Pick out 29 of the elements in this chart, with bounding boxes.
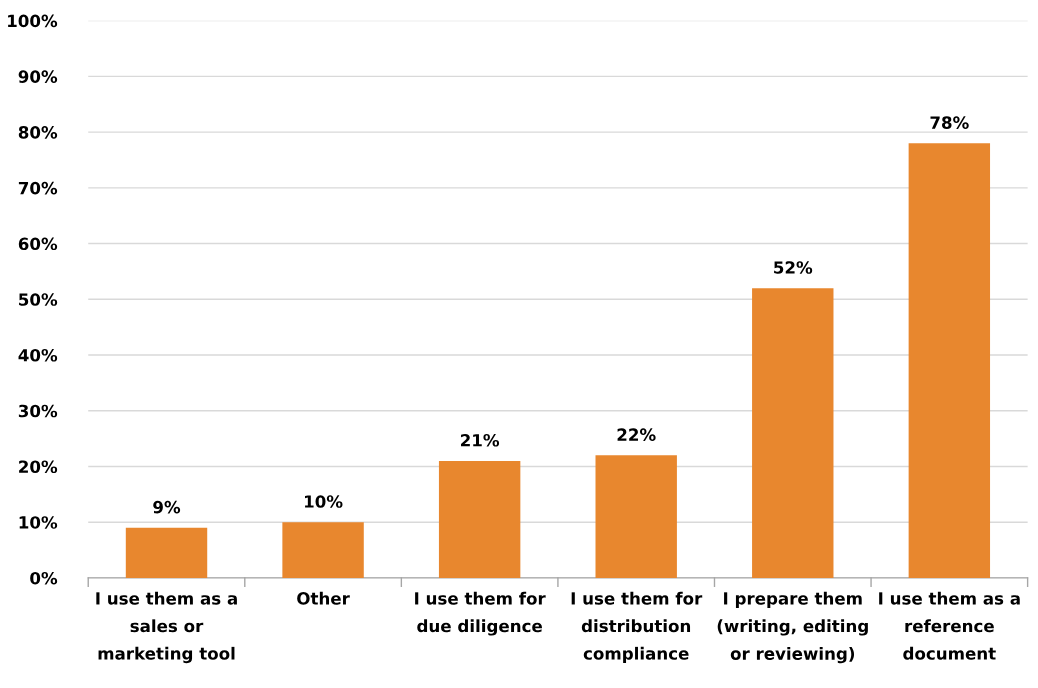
data-label: 52% [774,261,813,274]
y-tick-label: 30% [18,404,58,418]
bar [752,288,834,578]
y-tick-label: 40% [18,348,58,362]
bar [125,527,208,578]
y-tick-label: 0% [30,571,58,585]
x-tick-label: I use them for due diligence [415,591,546,636]
y-tick-label: 70% [18,181,58,195]
bar [908,143,991,578]
y-tick-label: 50% [19,293,58,306]
bar [438,460,521,578]
y-tick-label: 80% [18,126,58,139]
bar [595,455,677,578]
x-tick-label: Other [297,591,350,605]
data-label: 9% [153,500,181,514]
x-tick-label: I prepare them (writing, editing or reviewing) [717,591,868,664]
y-tick-label: 10% [19,516,58,529]
y-tick-label: 60% [18,237,58,251]
data-label: 21% [461,433,500,447]
y-tick-label: 20% [19,460,58,474]
y-tick-label: 90% [18,70,58,83]
x-tick-label: I use them for distribution compliance [571,591,703,663]
x-tick-label: I use them as a sales or marketing tool [96,591,237,664]
data-label: 78% [930,116,969,129]
y-tick-label: 100% [8,14,58,28]
data-label: 22% [617,428,656,441]
data-label: 10% [305,495,343,508]
x-tick-label: I use them as a reference document [879,591,1020,660]
bar [282,522,364,578]
